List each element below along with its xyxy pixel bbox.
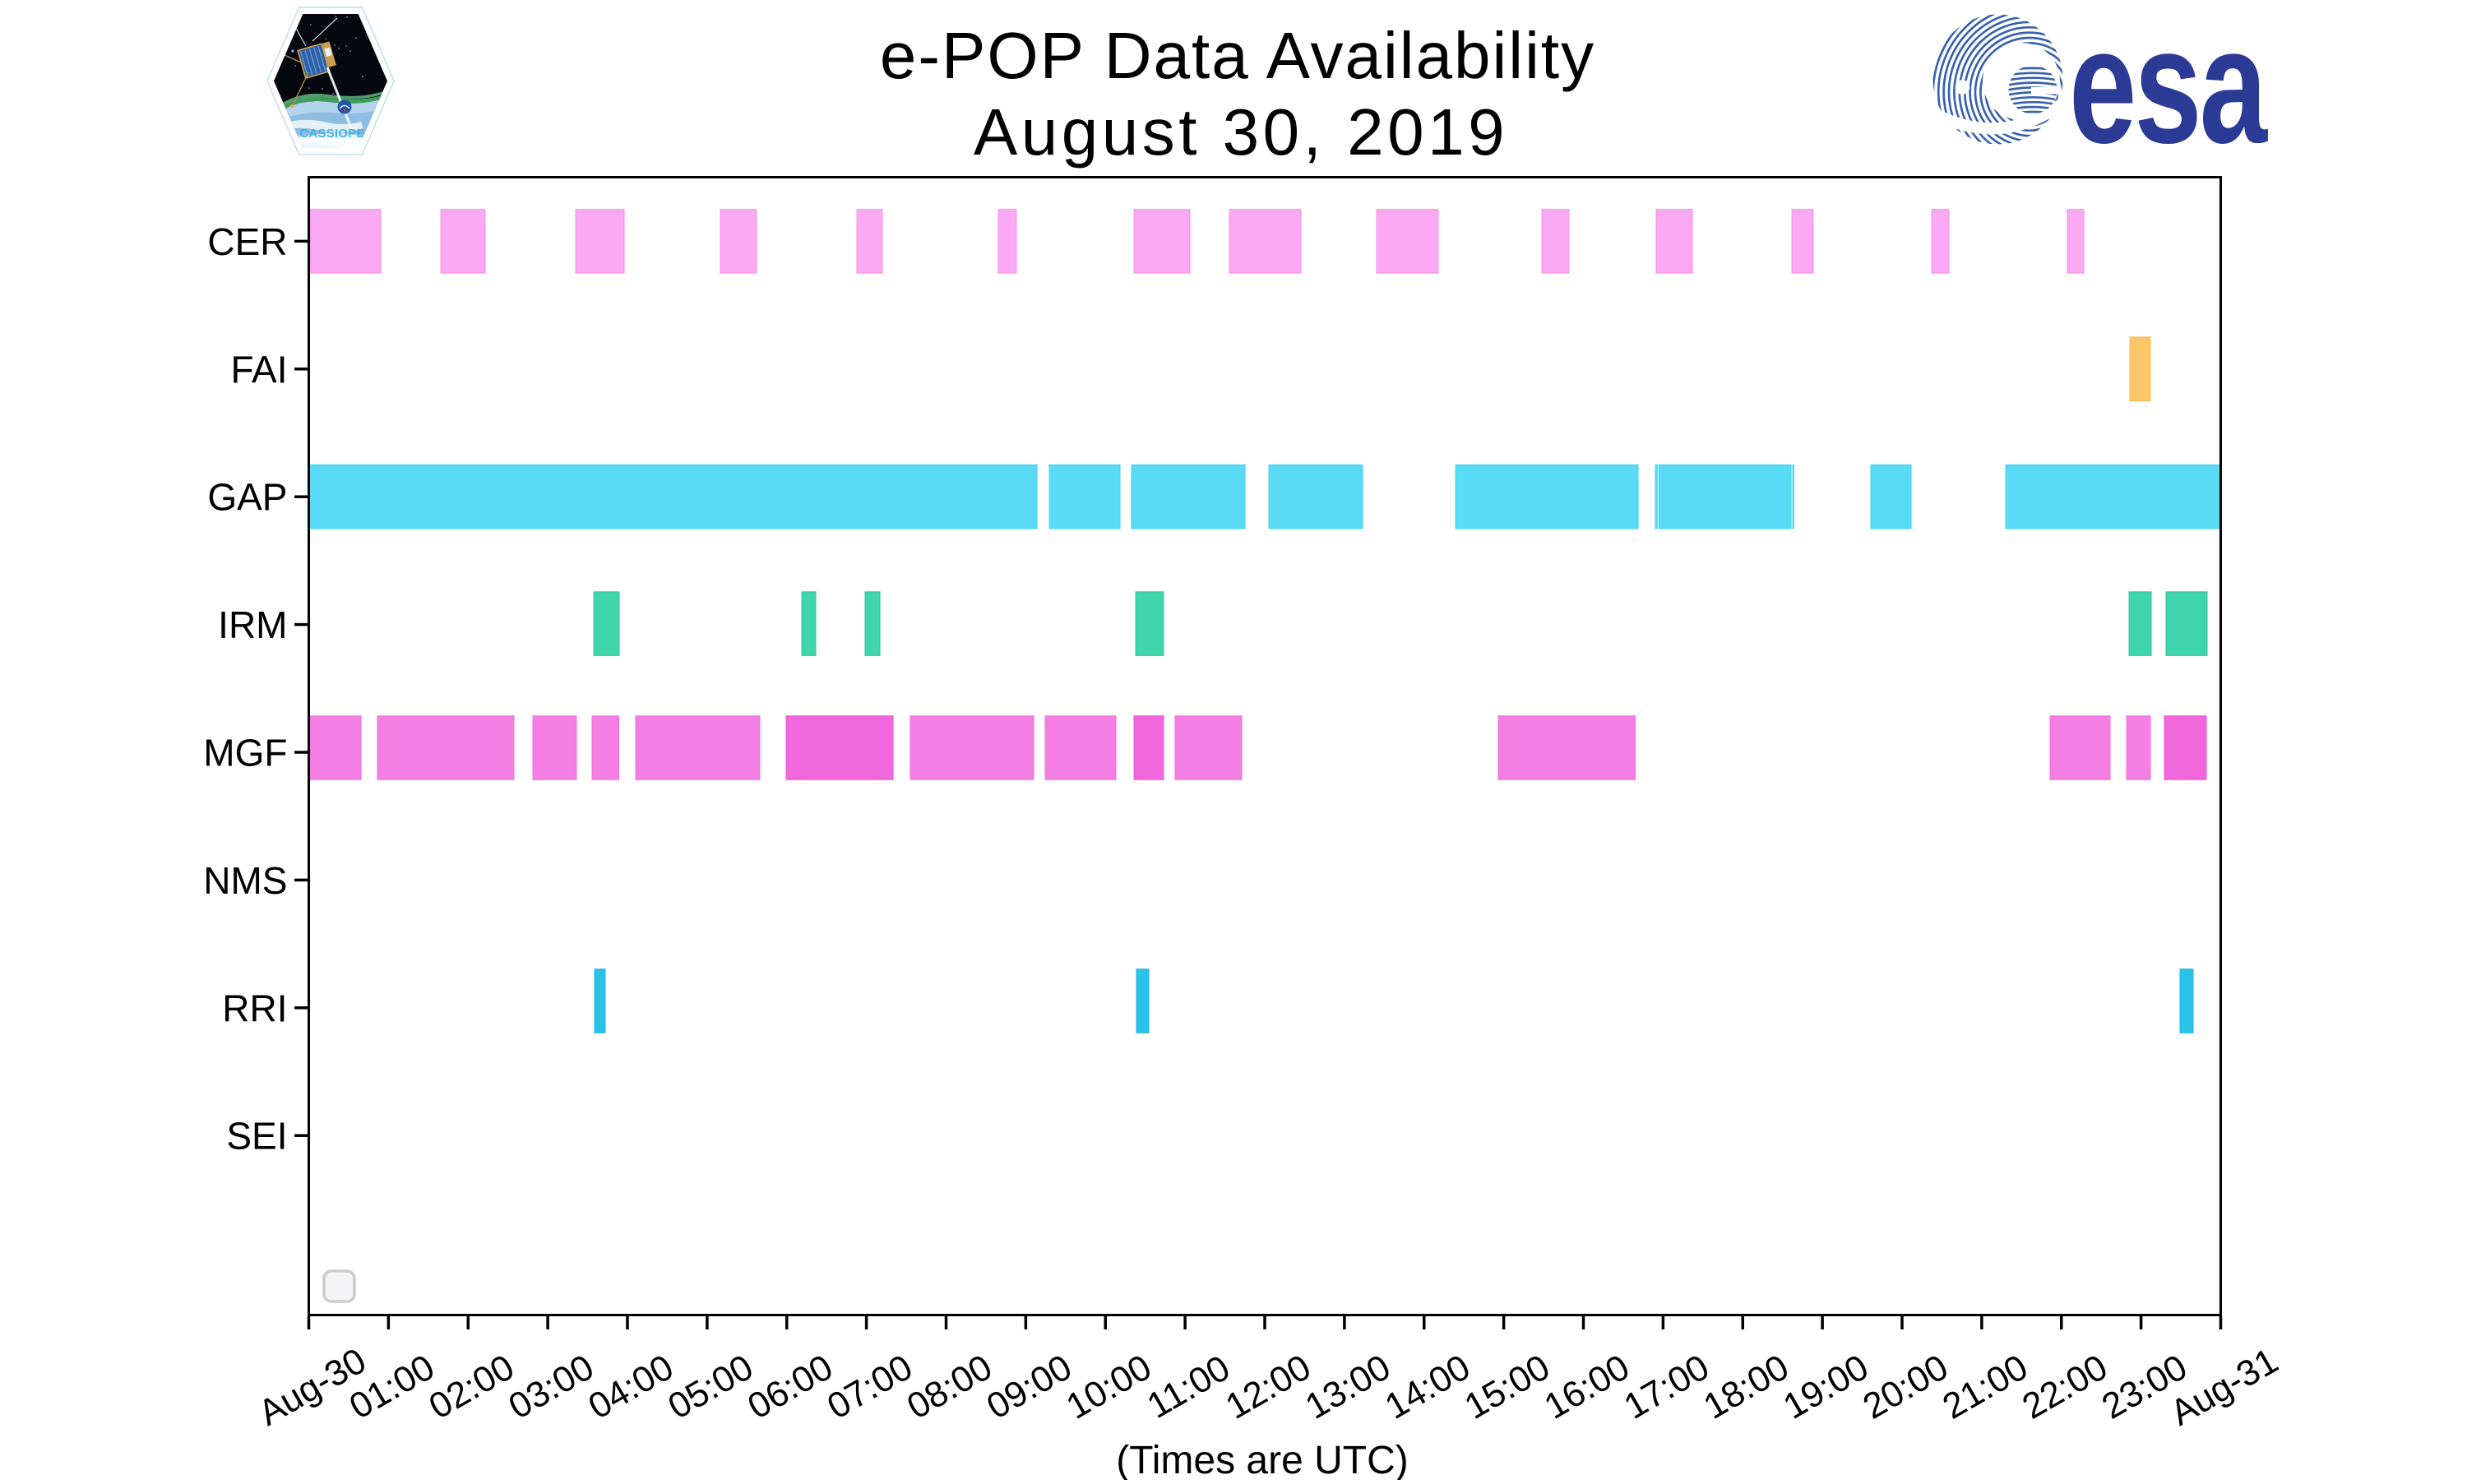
svg-text:MGF: MGF	[203, 732, 287, 774]
svg-text:RRI: RRI	[222, 987, 287, 1029]
svg-text:NMS: NMS	[203, 859, 287, 902]
svg-text:August 30, 2019: August 30, 2019	[974, 95, 1508, 169]
svg-text:CASSIOPE: CASSIOPE	[299, 127, 364, 141]
svg-text:(Times are UTC): (Times are UTC)	[1116, 1439, 1409, 1480]
svg-text:CER: CER	[207, 220, 287, 263]
svg-text:esa: esa	[2069, 0, 2268, 178]
svg-text:e-POP Data Availability: e-POP Data Availability	[880, 19, 1595, 92]
svg-text:FAI: FAI	[230, 348, 287, 391]
svg-text:GAP: GAP	[207, 476, 287, 519]
svg-text:IRM: IRM	[218, 603, 287, 646]
svg-text:SEI: SEI	[226, 1115, 287, 1158]
